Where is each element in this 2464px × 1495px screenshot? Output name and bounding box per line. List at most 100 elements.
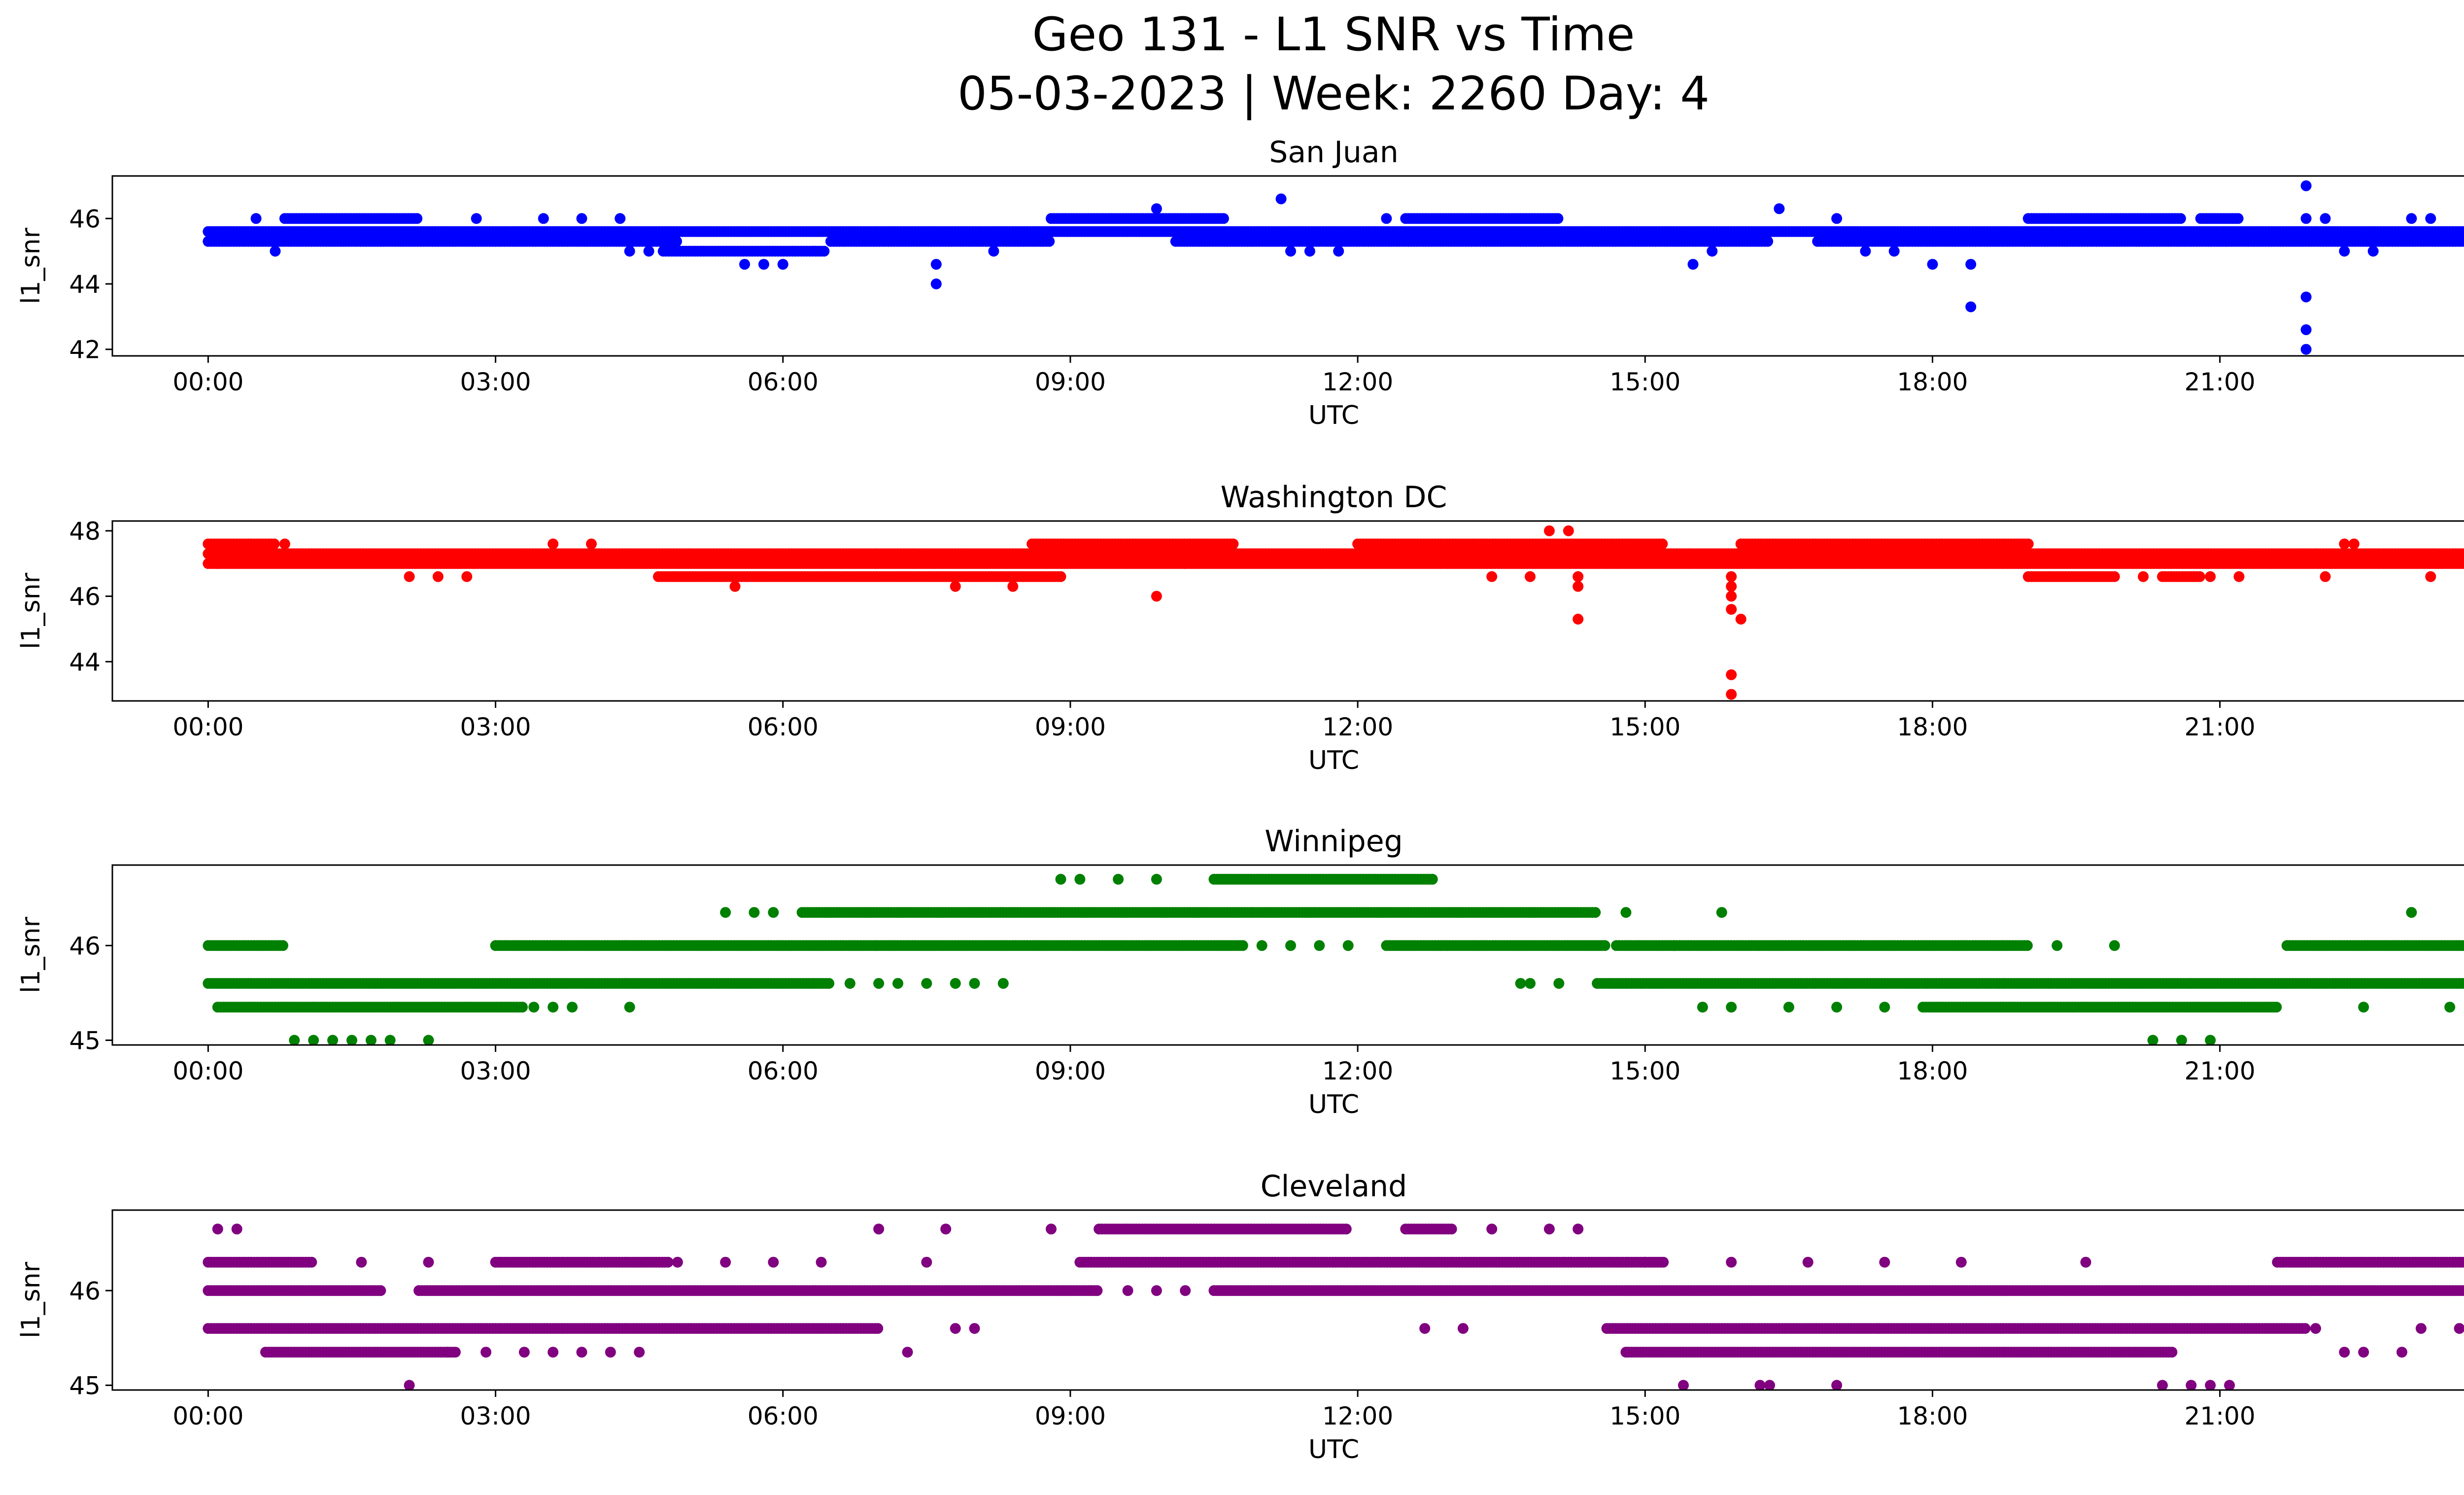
data-point [1007, 581, 1019, 592]
data-points [203, 873, 2464, 1045]
x-tick-label: 15:00 [1609, 713, 1680, 741]
x-tick-label: 18:00 [1897, 368, 1968, 396]
data-point [279, 538, 290, 550]
data-point [1762, 236, 1774, 247]
x-axis-label: UTC [1308, 746, 1359, 775]
data-point [2205, 571, 2216, 582]
data-point [2300, 344, 2312, 355]
data-point [548, 538, 559, 550]
y-tick-label: 42 [69, 336, 101, 364]
x-tick-label: 09:00 [1035, 713, 1106, 741]
data-point [1573, 571, 1584, 582]
data-point [739, 259, 750, 270]
data-point [432, 571, 444, 582]
y-axis-label: l1_snr [16, 227, 46, 304]
data-point [471, 213, 482, 224]
x-tick-label: 03:00 [460, 713, 531, 741]
data-point [2462, 549, 2464, 558]
data-point [2462, 237, 2464, 246]
data-point [1726, 581, 1737, 592]
data-point [1860, 245, 1871, 257]
data-point [1774, 203, 1785, 214]
x-tick-label: 21:00 [2185, 368, 2256, 396]
axes-frame [111, 520, 2464, 702]
data-points [203, 180, 2464, 355]
data-point [1687, 259, 1699, 270]
data-point [2339, 538, 2350, 550]
data-point [988, 245, 999, 257]
x-tick-label: 06:00 [748, 713, 819, 741]
x-tick-label: 03:00 [460, 368, 531, 396]
data-point [671, 236, 682, 247]
data-point [1552, 213, 1564, 224]
data-point [2233, 571, 2245, 582]
x-tick-label: 09:00 [1035, 368, 1106, 396]
data-point [2463, 941, 2464, 949]
data-point [2232, 213, 2244, 224]
x-tick-label: 18:00 [1897, 713, 1968, 741]
data-point [1726, 604, 1737, 615]
data-point [576, 213, 587, 224]
data-point [1965, 301, 1977, 313]
data-point [2300, 291, 2312, 303]
data-point [1599, 940, 1610, 951]
x-axis-label: UTC [1308, 401, 1359, 430]
data-point [250, 213, 262, 224]
data-point [269, 538, 280, 550]
data-point [2021, 940, 2033, 951]
data-point [2460, 940, 2464, 951]
data-point [2425, 571, 2436, 582]
data-point [1304, 245, 1315, 257]
x-tick-label: 06:00 [748, 368, 819, 396]
subplot-title: San Juan [1269, 135, 1398, 170]
data-point [624, 245, 635, 257]
data-point [2300, 180, 2312, 191]
data-point [411, 213, 423, 224]
data-point [404, 571, 415, 582]
data-point [1044, 236, 1055, 247]
data-point [729, 581, 741, 592]
data-point [930, 278, 942, 289]
data-point [212, 558, 223, 569]
y-tick-label: 46 [69, 205, 101, 233]
data-point [2175, 213, 2186, 224]
data-point [2109, 571, 2120, 582]
data-point [2320, 571, 2331, 582]
x-tick-label: 00:00 [172, 368, 243, 396]
data-point [643, 245, 654, 257]
data-point [2300, 213, 2312, 224]
axes-frame [111, 175, 2464, 357]
data-point [615, 213, 626, 224]
data-point [1543, 525, 1555, 536]
y-tick-label: 44 [69, 270, 101, 299]
data-point [1707, 245, 1718, 257]
data-point [1218, 213, 1229, 224]
figure-title-line1: Geo 131 - L1 SNR vs Time [1032, 8, 1635, 62]
data-point [277, 940, 288, 951]
data-point [930, 259, 942, 270]
data-point [1726, 591, 1737, 602]
data-point [538, 213, 549, 224]
data-point [1381, 213, 1392, 224]
data-point [1726, 571, 1737, 582]
y-tick-label: 46 [69, 583, 101, 611]
data-point [823, 978, 835, 989]
data-point [1151, 591, 1162, 602]
y-tick-label: 44 [69, 648, 101, 676]
data-point [1573, 614, 1584, 625]
data-point [1573, 581, 1584, 592]
data-point [1831, 213, 1843, 224]
figure-title-line2: 05-03-2023 | Week: 2260 Day: 4 [958, 67, 1710, 121]
data-point [1237, 940, 1248, 951]
data-point [1726, 669, 1737, 680]
data-point [1735, 614, 1746, 625]
data-point [2300, 324, 2312, 335]
subplot-title: Washington DC [1221, 480, 1447, 515]
data-point [1525, 571, 1536, 582]
data-point [2320, 213, 2331, 224]
data-point [1180, 558, 1191, 569]
data-point [2406, 213, 2417, 224]
